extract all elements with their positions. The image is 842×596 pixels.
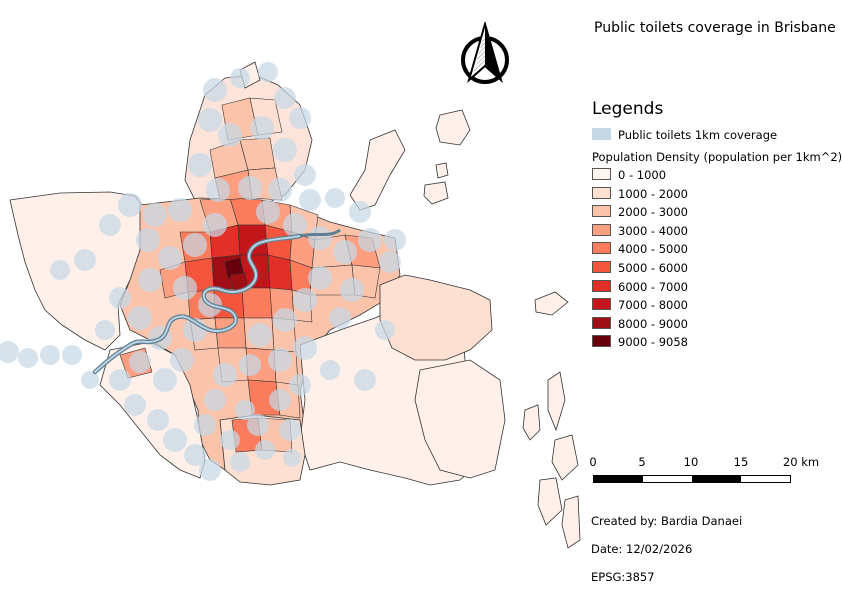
legend-label: 1000 - 2000 [618,186,688,201]
legend-label: 8000 - 9000 [618,316,688,331]
north-arrow-icon [461,22,509,84]
map-title: Public toilets coverage in Brisbane [594,20,836,36]
legend-swatch [592,335,611,348]
river-mouth [299,228,341,238]
legend-label: 2000 - 3000 [618,205,688,220]
island-polygon [435,162,449,179]
scale-tick-label: 10 [683,455,699,469]
scale-bar: 0 5 10 15 20 km [589,455,819,490]
suburb-polygon [379,274,493,361]
island-polygon [435,109,471,146]
island-polygon [547,371,566,432]
legend-swatch [592,186,611,199]
legend-swatch [592,316,611,329]
scale-tick-label: 15 [733,455,749,469]
legend-label: 3000 - 4000 [618,223,688,238]
legend-swatch [592,205,611,218]
island-polygon [522,404,541,441]
scale-segment [692,476,741,482]
legend-swatch [592,242,611,255]
scale-segment [741,476,790,482]
legend-swatch [592,168,611,180]
legend-label: 5000 - 6000 [618,261,688,275]
island-polygon [551,434,579,481]
toilet-coverage-circles [0,62,406,481]
legend-label: Public toilets 1km coverage [618,128,778,142]
map-canvas[interactable] [0,0,590,596]
legend-swatch [592,279,611,292]
scale-tick-label: 0 [589,455,597,469]
legend-swatch [592,128,611,140]
legend-label: 7000 - 8000 [618,298,688,313]
island-polygon [534,291,569,316]
legend-label: 6000 - 7000 [618,279,688,294]
scale-tick-label: 5 [638,455,646,469]
island-polygon [423,181,449,205]
island-polygon [349,129,406,211]
island-polygon [561,495,581,549]
author-credit: Created by: Bardia Danaei [591,514,743,528]
legend-label: 9000 - 9058 [618,335,688,350]
scale-segment [643,476,692,482]
legend-swatch [592,261,611,273]
crs-label: EPSG:3857 [591,570,655,584]
density-legend-heading: Population Density (population per 1km^2… [592,150,842,164]
scale-segment [594,476,643,482]
legend-swatch [592,298,611,311]
scale-track [593,475,791,483]
scale-tick-label: 20 km [782,455,820,469]
legend-label: 4000 - 5000 [618,242,688,257]
legend-label: 0 - 1000 [618,168,667,182]
island-polygon [537,477,563,526]
suburb-polygon [414,359,506,479]
legend-heading: Legends [592,99,664,119]
map-date: Date: 12/02/2026 [591,542,693,556]
brisbane-river-highlight [94,235,301,373]
legend-swatch [592,223,611,236]
